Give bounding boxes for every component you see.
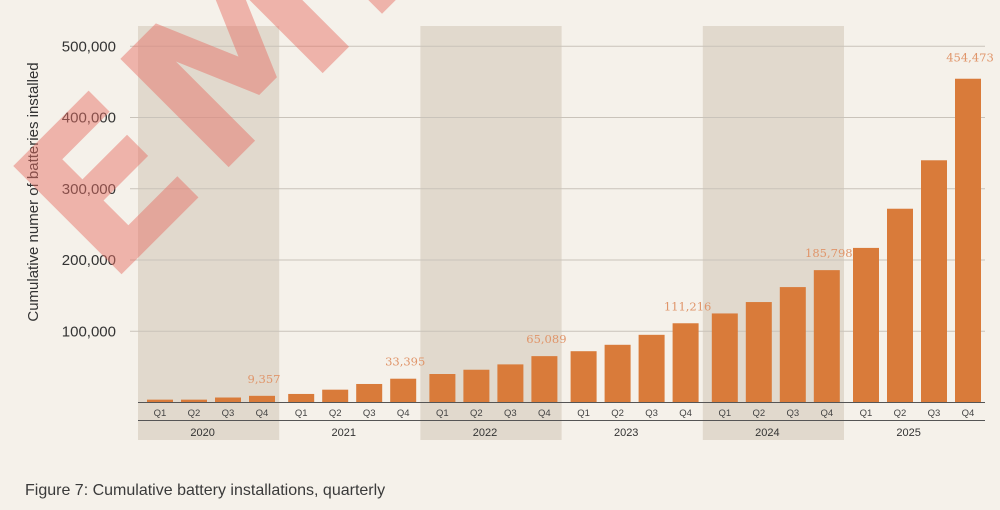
quarter-label: Q2 <box>894 408 907 419</box>
bar-2020-Q2 <box>181 399 207 403</box>
bar-2022-Q2 <box>463 369 490 403</box>
bar-2025-Q4 <box>955 78 981 403</box>
bar-2022-Q4 <box>531 356 558 403</box>
quarter-label: Q1 <box>295 408 308 419</box>
year-label: 2024 <box>755 427 779 439</box>
quarter-label: Q4 <box>538 408 551 419</box>
figure-caption: Figure 7: Cumulative battery installatio… <box>25 482 386 499</box>
quarter-label: Q2 <box>752 408 765 419</box>
quarter-label: Q1 <box>436 408 449 419</box>
quarter-label: Q4 <box>397 408 410 419</box>
bar-2021-Q1 <box>288 393 315 403</box>
quarter-label: Q1 <box>860 408 873 419</box>
y-axis-label: Cumulative numer of batteries installed <box>25 62 42 321</box>
bar-2025-Q2 <box>887 208 913 403</box>
quarter-label: Q4 <box>679 408 692 419</box>
quarter-label: Q3 <box>504 408 517 419</box>
y-tick-label: 300,000 <box>62 181 116 198</box>
quarter-label: Q1 <box>718 408 731 419</box>
quarter-label: Q3 <box>645 408 658 419</box>
bar-2021-Q4 <box>390 378 417 403</box>
bar-2023-Q3 <box>638 334 665 403</box>
bar-2022-Q1 <box>429 374 456 403</box>
data-label: 111,216 <box>664 299 712 313</box>
data-label: 185,798 <box>805 246 853 260</box>
quarter-label: Q4 <box>962 408 975 419</box>
data-label: 9,357 <box>248 372 281 386</box>
bar-2024-Q4 <box>813 270 840 403</box>
y-tick-label: 100,000 <box>62 323 116 340</box>
quarter-label: Q4 <box>256 408 269 419</box>
year-label: 2023 <box>614 427 638 439</box>
y-tick-label: 200,000 <box>62 252 116 269</box>
quarter-label: Q2 <box>329 408 342 419</box>
bar-2023-Q2 <box>604 344 631 403</box>
bar-2020-Q1 <box>147 399 173 403</box>
bar-2022-Q3 <box>497 364 524 403</box>
bar-2020-Q4 <box>249 395 275 403</box>
bar-2025-Q3 <box>921 160 947 403</box>
bar-2023-Q4 <box>672 323 699 403</box>
quarter-label: Q1 <box>577 408 590 419</box>
quarter-label: Q3 <box>786 408 799 419</box>
bar-2021-Q3 <box>356 383 383 403</box>
bar-2024-Q1 <box>711 313 738 403</box>
quarter-label: Q3 <box>222 408 235 419</box>
year-label: 2020 <box>190 427 214 439</box>
bar-2020-Q3 <box>215 397 241 403</box>
bar-2024-Q3 <box>779 287 806 403</box>
quarter-label: Q2 <box>611 408 624 419</box>
y-tick-label: 500,000 <box>62 38 116 55</box>
data-label: 454,473 <box>946 51 994 65</box>
quarter-label: Q1 <box>154 408 167 419</box>
quarter-label: Q3 <box>363 408 376 419</box>
year-label: 2025 <box>896 427 920 439</box>
year-shade-2020 <box>138 26 280 440</box>
bar-2025-Q1 <box>853 247 879 403</box>
data-label: 33,395 <box>385 355 425 369</box>
bar-2024-Q2 <box>745 302 772 403</box>
year-label: 2022 <box>473 427 497 439</box>
quarter-label: Q2 <box>188 408 201 419</box>
quarter-label: Q4 <box>820 408 833 419</box>
bar-2021-Q2 <box>322 389 349 403</box>
data-label: 65,089 <box>526 332 566 346</box>
year-label: 2021 <box>332 427 356 439</box>
quarter-label: Q2 <box>470 408 483 419</box>
bar-2023-Q1 <box>570 351 597 403</box>
y-tick-label: 400,000 <box>62 110 116 127</box>
quarter-label: Q3 <box>928 408 941 419</box>
